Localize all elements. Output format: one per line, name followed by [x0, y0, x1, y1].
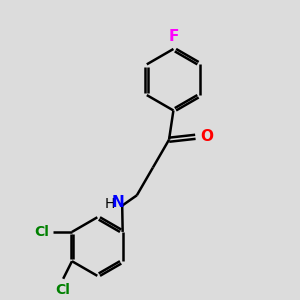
- Text: O: O: [200, 129, 213, 144]
- Text: Cl: Cl: [56, 283, 70, 297]
- Text: F: F: [168, 29, 178, 44]
- Text: H: H: [105, 197, 115, 211]
- Text: N: N: [111, 195, 124, 210]
- Text: Cl: Cl: [34, 225, 50, 239]
